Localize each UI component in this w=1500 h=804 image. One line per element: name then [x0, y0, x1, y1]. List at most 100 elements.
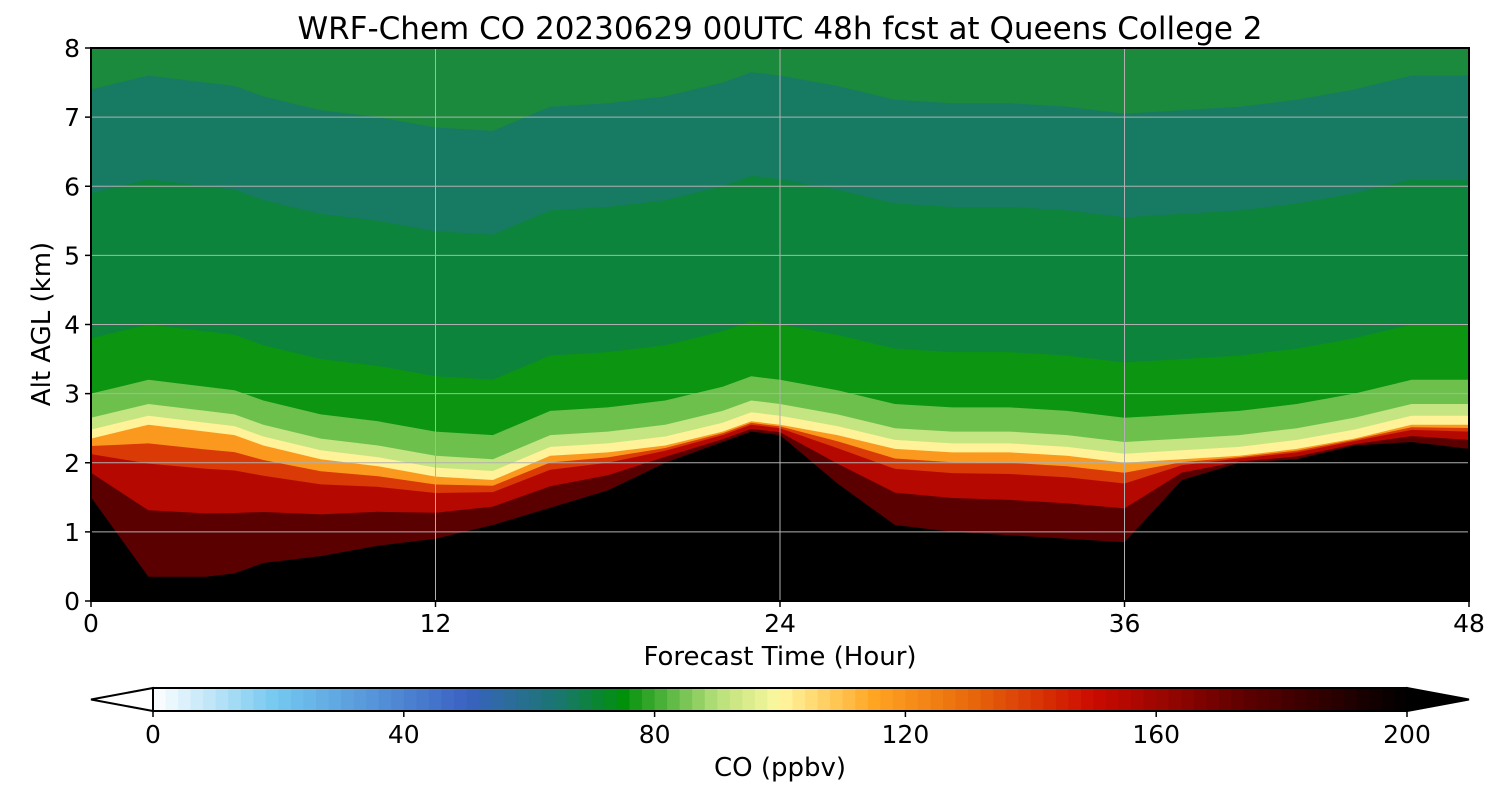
colorbar-segment [1218, 688, 1233, 711]
colorbar-segment [629, 688, 643, 711]
colorbar-segment [968, 688, 982, 711]
colorbar-segment [1394, 688, 1408, 711]
colorbar-segment [516, 688, 530, 711]
plot-area [90, 47, 1470, 602]
colorbar-segment [830, 688, 844, 711]
colorbar-ticks: 0 40 80 120 160 200 [145, 711, 1431, 749]
colorbar-segment [253, 688, 267, 711]
colorbar-segment [1281, 688, 1295, 711]
colorbar-segment [1168, 688, 1182, 711]
colorbar-tick-label: 80 [639, 720, 671, 749]
colorbar-segment [855, 688, 869, 711]
colorbar-segment [767, 688, 781, 711]
colorbar-segment [203, 688, 217, 711]
x-tick-label: 12 [420, 609, 452, 638]
x-axis: 0 12 24 36 48 [83, 601, 1485, 638]
colorbar-segment [190, 688, 204, 711]
colorbar-segment [1193, 688, 1207, 711]
y-tick-label: 2 [64, 449, 80, 478]
y-axis-label: Alt AGL (km) [27, 242, 57, 406]
colorbar-segment [1005, 688, 1019, 711]
colorbar-tick-label: 40 [388, 720, 420, 749]
colorbar-segment [391, 688, 405, 711]
colorbar-segment [1256, 688, 1270, 711]
colorbar-segment [153, 688, 167, 711]
colorbar-segment [328, 688, 342, 711]
colorbar-segment [428, 688, 443, 711]
y-tick-label: 3 [64, 380, 80, 409]
colorbar-segment [616, 688, 631, 711]
colorbar-segment [178, 688, 192, 711]
colorbar-segment [554, 688, 568, 711]
colorbar-segment [378, 688, 392, 711]
colorbar-label: CO (ppbv) [714, 753, 846, 783]
colorbar-segment [1306, 688, 1320, 711]
colorbar-segment [754, 688, 769, 711]
colorbar-segment [165, 688, 179, 711]
colorbar-segment [453, 688, 468, 711]
colorbar-segment [1068, 688, 1082, 711]
colorbar-segment [1181, 688, 1195, 711]
colorbar-segment [980, 688, 994, 711]
colorbar-segment [566, 688, 580, 711]
colorbar-segment [717, 688, 731, 711]
colorbar-segment [303, 688, 317, 711]
colorbar-segment [842, 688, 856, 711]
colorbar-segment [290, 688, 305, 711]
colorbar-segment [1243, 688, 1258, 711]
colorbar-segment [541, 688, 555, 711]
colorbar-segment [579, 688, 593, 711]
colorbar-segment [1018, 688, 1032, 711]
colorbar-segment [1143, 688, 1157, 711]
colorbar-segment [1093, 688, 1107, 711]
colorbar-segment [780, 688, 794, 711]
colorbar-segment [880, 688, 894, 711]
colorbar-extend-min [90, 686, 154, 713]
colorbar-segment [416, 688, 430, 711]
colorbar-segment [1030, 688, 1044, 711]
y-tick-label: 4 [64, 311, 80, 340]
colorbar-segment [742, 688, 756, 711]
colorbar-segment [817, 688, 831, 711]
y-tick-label: 7 [64, 103, 80, 132]
colorbar-segment [353, 688, 367, 711]
colorbar-segment [466, 688, 480, 711]
colorbar-segment [591, 688, 606, 711]
colorbar-segment [278, 688, 292, 711]
colorbar-segment [943, 688, 957, 711]
colorbar-segment [642, 688, 656, 711]
colorbar-segment [679, 688, 693, 711]
chart-title: WRF-Chem CO 20230629 00UTC 48h fcst at Q… [297, 11, 1262, 47]
colorbar-segment [1319, 688, 1333, 711]
colorbar-segment [955, 688, 969, 711]
colorbar-tick-label: 200 [1383, 720, 1431, 749]
colorbar-segment [905, 688, 919, 711]
colorbar-segment [529, 688, 543, 711]
colorbar-segment [993, 688, 1007, 711]
colorbar-segment [1369, 688, 1383, 711]
colorbar-tick-label: 0 [145, 720, 161, 749]
colorbar-segment [604, 688, 618, 711]
y-tick-label: 5 [64, 241, 80, 270]
colorbar [90, 686, 1470, 713]
colorbar-segment [479, 688, 493, 711]
y-tick-label: 8 [64, 34, 80, 63]
colorbar-segment [316, 688, 330, 711]
colorbar-segment [1269, 688, 1283, 711]
x-tick-label: 36 [1109, 609, 1141, 638]
colorbar-segment [930, 688, 944, 711]
colorbar-segment [917, 688, 932, 711]
x-tick-label: 0 [83, 609, 99, 638]
colorbar-segment [704, 688, 718, 711]
colorbar-segment [1206, 688, 1220, 711]
colorbar-segment [403, 688, 417, 711]
colorbar-segment [867, 688, 881, 711]
colorbar-segment [491, 688, 505, 711]
colorbar-segment [441, 688, 455, 711]
x-tick-label: 24 [764, 609, 796, 638]
colorbar-segment [1231, 688, 1245, 711]
colorbar-segment [1118, 688, 1132, 711]
y-tick-label: 0 [64, 587, 80, 616]
colorbar-segment [1055, 688, 1070, 711]
